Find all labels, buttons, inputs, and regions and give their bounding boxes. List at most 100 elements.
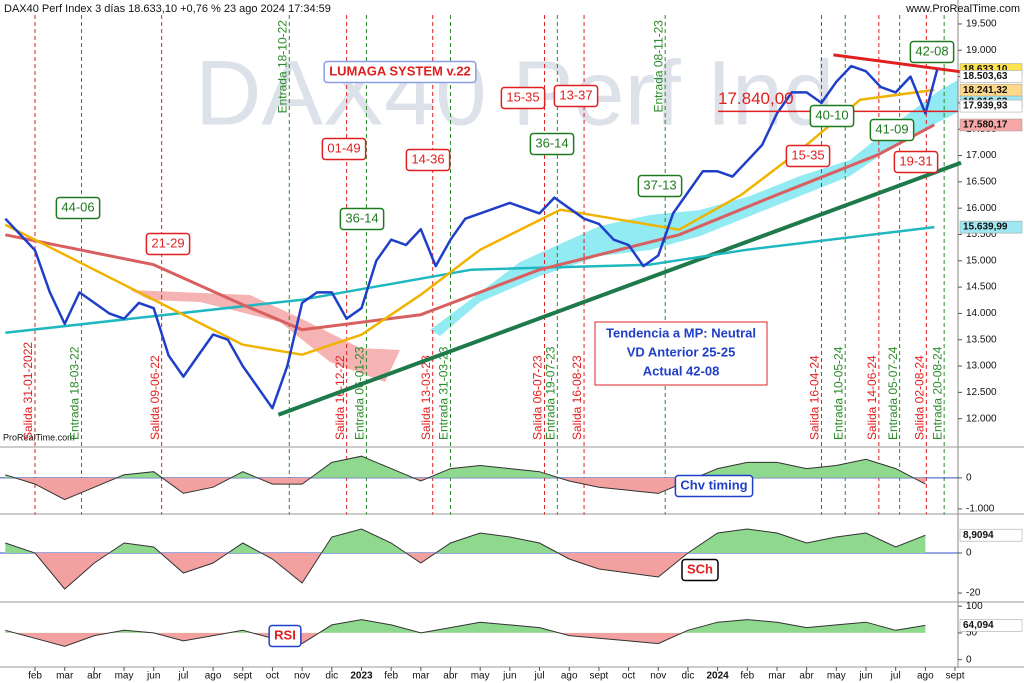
x-tick-label: abr xyxy=(799,671,814,682)
y-tick-label: 50 xyxy=(966,628,978,639)
price-tag xyxy=(959,70,1023,83)
y-tick-label: 16.500 xyxy=(966,176,997,187)
summary-line: VD Anterior 25-25 xyxy=(627,344,736,359)
signal-label: Entrada 19-07-23 xyxy=(544,346,558,440)
area-positive xyxy=(5,619,926,633)
x-tick-label: jun xyxy=(502,671,516,682)
signal-label: Entrada 31-03-23 xyxy=(437,346,451,440)
y-tick-label: 15.000 xyxy=(966,255,997,266)
y-tick-label: 12.000 xyxy=(966,413,997,424)
credit: ProRealTime.com xyxy=(3,432,75,442)
price-tag-label: 18.241,32 xyxy=(963,85,1008,96)
annotation-text: Chv timing xyxy=(680,477,747,492)
price-tag-label: 17.939,93 xyxy=(963,101,1008,112)
annotation-text: 41-09 xyxy=(875,121,908,136)
annotation-text: LUMAGA SYSTEM v.22 xyxy=(329,63,471,78)
x-tick-label: jul xyxy=(177,671,188,682)
signal-label: Salida 02-08-24 xyxy=(913,355,927,440)
x-tick-label: dic xyxy=(682,671,695,682)
osc-line xyxy=(5,455,926,501)
series-line xyxy=(5,225,935,334)
annotation-box xyxy=(268,624,302,648)
annotation-box xyxy=(553,84,599,108)
annotation-text: 21-29 xyxy=(151,235,184,250)
y-tick-label: 13.500 xyxy=(966,334,997,345)
summary-box xyxy=(594,321,768,386)
x-tick-label: jul xyxy=(890,671,901,682)
series-line xyxy=(833,53,962,74)
y-tick-label: -1.000 xyxy=(966,504,995,515)
annotation-box xyxy=(909,40,955,64)
signal-label: Salida 16-12-22 xyxy=(333,355,347,440)
x-tick-label: sept xyxy=(589,671,608,682)
signal-label: Entrada 18-10-22 xyxy=(275,20,289,114)
series-line xyxy=(4,64,939,410)
y-tick-label: -20 xyxy=(966,588,981,599)
annotation-text: 40-10 xyxy=(815,107,848,122)
area-negative xyxy=(15,632,683,647)
x-tick-label: mar xyxy=(768,671,786,682)
x-tick-label: dic xyxy=(325,671,338,682)
annotation-box xyxy=(145,232,191,256)
x-tick-label: 2023 xyxy=(350,671,373,682)
area-positive xyxy=(5,529,926,553)
x-tick-label: 2024 xyxy=(706,671,729,682)
annotation-text: 36-14 xyxy=(535,135,568,150)
y-tick-label: 19.000 xyxy=(966,45,997,56)
annotation-box xyxy=(405,148,451,172)
x-tick-label: sept xyxy=(946,671,965,682)
signal-label: Entrada 06-01-23 xyxy=(353,346,367,440)
signal-label: Salida 14-06-24 xyxy=(865,355,879,440)
y-tick-label: 14.000 xyxy=(966,308,997,319)
x-tick-label: abr xyxy=(87,671,102,682)
price-tag-label: 18.503,63 xyxy=(963,71,1008,82)
price-tag-label: 8,9094 xyxy=(963,530,994,541)
annotation-text: 36-14 xyxy=(345,210,378,225)
x-tick-label: may xyxy=(471,671,490,682)
x-tick-label: feb xyxy=(28,671,42,682)
x-tick-label: may xyxy=(827,671,846,682)
x-tick-label: ago xyxy=(561,671,578,682)
annotation-text: 15-35 xyxy=(791,147,824,162)
signal-label: Entrada 08-11-23 xyxy=(651,20,665,113)
signal-label: Salida 31-01-2022 xyxy=(21,342,35,440)
y-tick-label: 100 xyxy=(966,601,983,612)
y-tick-label: 0 xyxy=(966,654,972,665)
y-tick-label: 16.000 xyxy=(966,203,997,214)
x-tick-label: abr xyxy=(443,671,458,682)
x-tick-label: nov xyxy=(294,671,310,682)
annotation-box xyxy=(55,196,101,220)
x-tick-label: jun xyxy=(146,671,160,682)
price-tag-label: 15.639,99 xyxy=(963,222,1008,233)
annotation-box xyxy=(323,60,477,84)
signal-label: Salida 09-06-22 xyxy=(148,355,162,440)
annotation-text: 19-31 xyxy=(899,153,932,168)
y-tick-label: 17.000 xyxy=(966,150,997,161)
annotation-text: 13-37 xyxy=(559,87,592,102)
y-tick-label: 15.500 xyxy=(966,229,997,240)
signal-label: Entrada 20-08-24 xyxy=(930,346,944,440)
annotation-box xyxy=(637,174,683,198)
x-tick-label: ago xyxy=(917,671,934,682)
price-tag xyxy=(959,118,1023,132)
x-tick-label: ago xyxy=(205,671,222,682)
signal-label: Entrada 05-07-24 xyxy=(886,346,900,440)
signal-label: Salida 16-04-24 xyxy=(808,355,822,440)
x-tick-label: feb xyxy=(740,671,754,682)
annotation-text: 44-06 xyxy=(61,199,94,214)
x-tick-label: feb xyxy=(384,671,398,682)
osc-line xyxy=(5,528,926,590)
x-tick-label: nov xyxy=(650,671,666,682)
y-tick-label: 14.500 xyxy=(966,282,997,293)
x-tick-label: oct xyxy=(266,671,280,682)
signal-label: Salida 06-07-23 xyxy=(531,355,545,440)
price-tag xyxy=(959,619,1023,632)
x-tick-label: may xyxy=(115,671,134,682)
y-tick-label: 13.000 xyxy=(966,361,997,372)
annotation-box xyxy=(869,118,915,142)
x-tick-label: mar xyxy=(56,671,74,682)
header-site: www.ProRealTime.com xyxy=(905,3,1020,15)
summary-line: Tendencia a MP: Neutral xyxy=(606,325,756,340)
price-tag xyxy=(959,220,1023,234)
